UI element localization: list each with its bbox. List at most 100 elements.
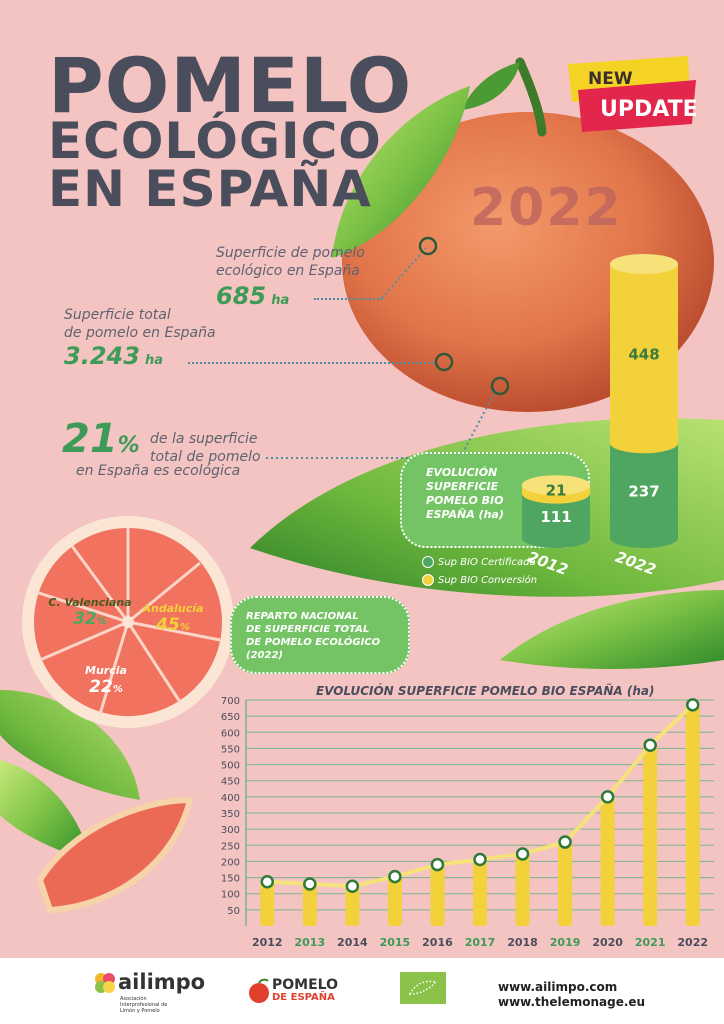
x-tick-2022: 2022 (677, 936, 708, 949)
x-tick-2018: 2018 (507, 936, 538, 949)
title-line1: POMELO (48, 41, 413, 130)
eco-percent: 21% (62, 416, 140, 462)
bar-2021 (643, 745, 658, 926)
slice-murcia-name: Murcia (85, 664, 127, 677)
title-line2: ECOLÓGICO (48, 112, 382, 170)
point-2014 (345, 879, 360, 894)
y-tick-50: 50 (227, 906, 240, 917)
slice-label-valenciana: C. Valenciana 32% (40, 596, 140, 629)
eco-percent-label: de la superficie total de pomelo (150, 430, 261, 466)
y-tick-250: 250 (221, 841, 240, 852)
footer-urls: www.ailimpo.com www.thelemonage.eu (498, 980, 645, 1010)
bar-2015 (387, 876, 402, 926)
x-tick-2017: 2017 (465, 936, 496, 949)
eco-area-number: 685 (216, 282, 267, 310)
pomelo-logo-icon (249, 978, 269, 1003)
y-tick-400: 400 (221, 793, 240, 804)
ailimpo-name: ailimpo (118, 970, 206, 994)
year-2022-watermark: 2022 (470, 178, 623, 238)
total-area-unit: ha (145, 353, 164, 368)
y-tick-450: 450 (221, 777, 240, 788)
cylinder-2012-value-certificada: 111 (540, 508, 571, 526)
point-2015 (388, 869, 402, 884)
footer (0, 958, 724, 1024)
x-tick-2019: 2019 (550, 936, 581, 949)
x-tick-2015: 2015 (380, 936, 411, 949)
legend-conversion-label: Sup BIO Conversión (438, 575, 538, 586)
y-tick-500: 500 (221, 761, 240, 772)
slice-segments (35, 528, 221, 715)
distribution-box-title: REPARTO NACIONAL DE SUPERFICIE TOTAL DE … (246, 610, 380, 662)
distribution-title-line4: (2022) (246, 650, 283, 661)
total-area-number: 3.243 (64, 342, 140, 370)
y-tick-350: 350 (221, 809, 240, 820)
distribution-title-line2: DE SUPERFICIE TOTAL (246, 624, 370, 635)
legend-conversion-swatch (422, 574, 434, 586)
distribution-info-box (230, 596, 410, 674)
total-area-value: 3.243 ha (64, 342, 163, 370)
bar-2019 (558, 842, 573, 926)
cylinder-box-title: EVOLUCIÓN SUPERFICIE POMELO BIO ESPAÑA (… (426, 466, 504, 522)
legend-certificada: Sup BIO Certificada (422, 556, 536, 568)
point-2020 (600, 790, 615, 804)
left-leaf (0, 690, 140, 800)
x-tick-2016: 2016 (422, 936, 453, 949)
x-tick-2012: 2012 (252, 936, 283, 949)
ailimpo-subtitle: Asociación Interprofesional de Limón y P… (120, 996, 167, 1014)
slice-label-andalucia: Andalucía 45% (138, 602, 208, 635)
bar-2020 (600, 796, 615, 926)
point-2016 (430, 857, 445, 872)
y-tick-550: 550 (221, 744, 240, 755)
point-2012 (260, 875, 275, 889)
point-2013 (303, 877, 317, 891)
y-tick-150: 150 (221, 874, 240, 885)
y-tick-200: 200 (221, 857, 240, 868)
distribution-title-line3: DE POMELO ECOLÓGICO (246, 637, 381, 648)
left-leaf-2 (0, 760, 90, 860)
bar-2022 (685, 704, 700, 926)
point-2017 (473, 852, 487, 867)
eco-leader-line (381, 236, 438, 299)
point-2022 (685, 698, 700, 712)
point-2021 (643, 738, 657, 752)
x-tick-2021: 2021 (635, 936, 666, 949)
cylinder-box-title-line3: POMELO BIO (426, 494, 504, 507)
eco-area-value: 685 ha (216, 282, 289, 310)
cylinder-2022-top (610, 254, 678, 274)
bar-chart-grid: 50 100 150 200 250 300 350 400 450 500 550 600 650 70… (221, 696, 714, 926)
slice-andalucia-name: Andalucía (142, 602, 204, 615)
bar-2013 (302, 884, 317, 926)
total-area-label-line1: Superficie total (64, 307, 171, 323)
legend-certificada-label: Sup BIO Certificada (438, 557, 536, 568)
eco-area-label-line1: Superficie de pomelo (216, 245, 365, 261)
eu-organic-logo-icon (400, 972, 446, 1004)
eco-area-unit: ha (271, 293, 290, 308)
bar-2012 (260, 881, 275, 926)
legend-conversion: Sup BIO Conversión (422, 574, 537, 586)
badge-update: UPDATE (600, 97, 698, 122)
eco-percent-number: 21 (62, 416, 118, 462)
title-line3: EN ESPAÑA (48, 160, 372, 218)
cylinder-2022-certificada-segment (610, 443, 678, 548)
eco-percent-label-line3: en España es ecológica (76, 463, 241, 479)
eco-area-label-line2: ecológico en España (216, 263, 360, 279)
pomelo-logo-line1: POMELO (272, 977, 338, 993)
slice-andalucia-value: 45 (156, 615, 180, 635)
footer-url-ailimpo[interactable]: www.ailimpo.com (498, 980, 618, 994)
ailimpo-sub-line2: Interprofesional de (120, 1002, 168, 1008)
point-2019 (558, 835, 572, 849)
x-tick-2020: 2020 (592, 936, 623, 949)
footer-url-lemonage[interactable]: www.thelemonage.eu (498, 995, 646, 1009)
y-tick-700: 700 (221, 696, 240, 707)
y-tick-600: 600 (221, 728, 240, 739)
cylinder-2012-top (522, 475, 590, 496)
total-area-label-line2: de pomelo en España (64, 325, 216, 341)
total-leader-dot (434, 352, 454, 372)
total-area-label: Superficie total de pomelo en España (64, 306, 216, 342)
eco-percent-sign: % (117, 433, 140, 458)
cylinder-year-2022: 2022 (613, 548, 658, 579)
slice-label-murcia: Murcia 22% (74, 664, 138, 697)
point-2018 (515, 847, 530, 861)
